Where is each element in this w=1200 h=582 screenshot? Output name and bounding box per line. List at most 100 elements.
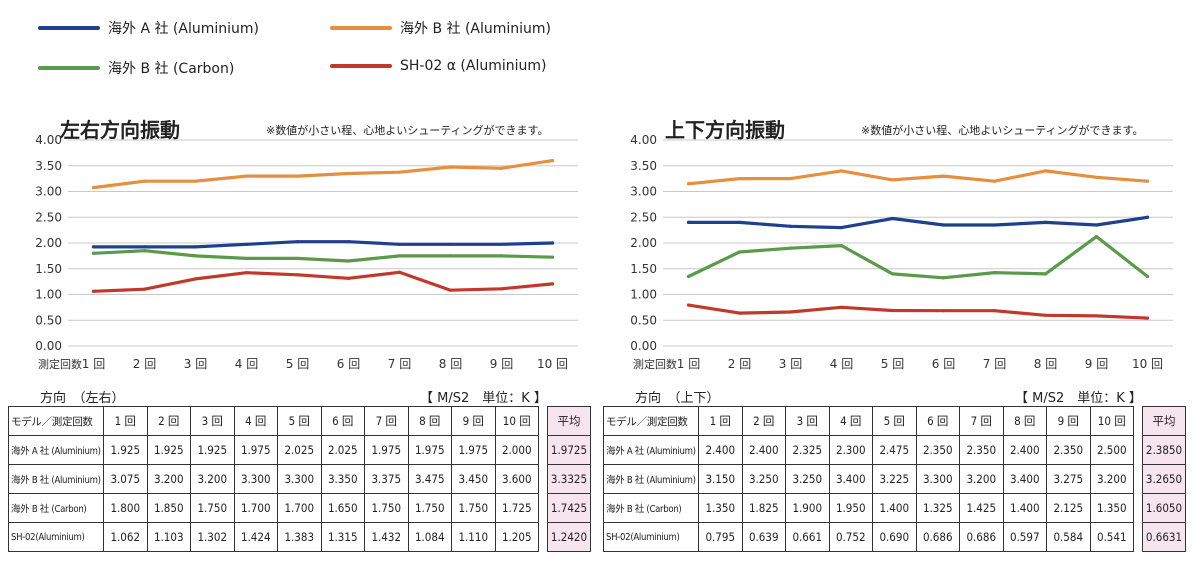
table-column-header: 5 回 bbox=[277, 406, 322, 436]
x-tick-label: 4 回 bbox=[830, 357, 853, 371]
table-cell: 2.400 bbox=[741, 435, 786, 465]
series-line bbox=[686, 235, 1150, 280]
table-column-header: 1 回 bbox=[103, 406, 148, 436]
table-column-header: 7 回 bbox=[364, 406, 409, 436]
data-point bbox=[1094, 234, 1099, 239]
table-column-header: 6 回 bbox=[915, 406, 960, 436]
table-cell: 3.250 bbox=[785, 464, 830, 494]
data-point bbox=[992, 179, 997, 183]
table-cell: 1.425 bbox=[959, 493, 1004, 523]
line-chart-left-right: 0.00 0.50 1.00 1.50 2.00 2.50 3.00 3.50 4.00 測定回数… bbox=[35, 133, 578, 371]
table-cell: 2.000 bbox=[494, 435, 539, 465]
table-cell: 1.750 bbox=[407, 493, 452, 523]
table-cell: 2.125 bbox=[1046, 493, 1091, 523]
x-axis-label: 測定回数 bbox=[633, 357, 677, 371]
table-cell: 1.750 bbox=[190, 493, 235, 523]
data-point bbox=[941, 309, 946, 313]
data-point bbox=[686, 182, 691, 186]
average-cell: 2.3850 bbox=[1142, 435, 1186, 465]
average-cell: 3.3325 bbox=[547, 464, 591, 494]
table-cell: 3.250 bbox=[741, 464, 786, 494]
row-label: 海外 B 社 (Carbon) bbox=[8, 493, 104, 523]
x-tick-label: 3 回 bbox=[184, 357, 207, 371]
x-tick-label: 9 回 bbox=[490, 357, 513, 371]
table-cell: 1.900 bbox=[785, 493, 830, 523]
table-row: 海外 B 社 (Aluminium) 3.150 3.250 3.250 3.400 3.… bbox=[603, 464, 1186, 494]
table-column-header: 10 回 bbox=[1089, 406, 1134, 436]
data-point bbox=[499, 254, 504, 258]
table-cell: 1.975 bbox=[407, 435, 452, 465]
table-row: 海外 B 社 (Carbon) 1.800 1.850 1.750 1.700 1.700… bbox=[8, 493, 591, 523]
data-point bbox=[890, 178, 895, 182]
y-tick-label: 2.00 bbox=[35, 236, 62, 250]
y-tick-label: 4.00 bbox=[630, 133, 657, 147]
data-point bbox=[193, 245, 198, 249]
table-gap bbox=[538, 464, 548, 494]
legend-item-b-carbon: 海外 B 社 (Carbon) bbox=[38, 58, 234, 78]
legend-item-a-aluminium: 海外 A 社 (Aluminium) bbox=[38, 18, 259, 38]
data-point bbox=[397, 242, 402, 246]
data-point bbox=[397, 170, 402, 174]
data-point bbox=[737, 177, 742, 181]
legend-swatch bbox=[330, 64, 392, 68]
y-tick-label: 4.00 bbox=[35, 133, 62, 147]
average-cell: 3.2650 bbox=[1142, 464, 1186, 494]
table-cell: 1.700 bbox=[233, 493, 278, 523]
table-cell: 1.950 bbox=[828, 493, 873, 523]
table-column-header: 5 回 bbox=[872, 406, 917, 436]
y-tick-label: 1.00 bbox=[630, 288, 657, 302]
data-point bbox=[839, 243, 844, 248]
data-point bbox=[839, 169, 844, 173]
table-gap bbox=[1133, 435, 1143, 465]
data-point bbox=[448, 288, 453, 292]
legend-label: SH-02 α (Aluminium) bbox=[400, 58, 547, 74]
average-cell: 1.2420 bbox=[547, 522, 591, 552]
table-cell: 3.475 bbox=[407, 464, 452, 494]
chart-legend: 海外 A 社 (Aluminium) 海外 B 社 (Aluminium) 海外… bbox=[0, 0, 620, 90]
data-point bbox=[448, 165, 453, 169]
chart-panel-left-right: 0.00 0.50 1.00 1.50 2.00 2.50 3.00 3.50 4.00 測定回数… bbox=[8, 104, 598, 582]
data-point bbox=[295, 273, 300, 277]
data-point bbox=[346, 259, 351, 263]
table-cell: 0.752 bbox=[828, 522, 873, 552]
data-point bbox=[992, 223, 997, 227]
table-column-header: 4 回 bbox=[233, 406, 278, 436]
series-line bbox=[91, 240, 555, 249]
y-tick-label: 3.50 bbox=[35, 159, 62, 173]
data-point bbox=[142, 287, 147, 291]
table-cell: 0.639 bbox=[741, 522, 786, 552]
data-point bbox=[91, 245, 96, 249]
table-direction-label: 方向 （上下） bbox=[635, 391, 720, 406]
y-tick-label: 2.50 bbox=[630, 210, 657, 224]
table-cell: 1.700 bbox=[277, 493, 322, 523]
chart-title: 左右方向振動 bbox=[60, 118, 180, 142]
data-point bbox=[890, 216, 895, 221]
row-label: 海外 B 社 (Carbon) bbox=[603, 493, 699, 523]
table-cell: 1.975 bbox=[364, 435, 409, 465]
table-column-header: 3 回 bbox=[190, 406, 235, 436]
x-tick-label: 1 回 bbox=[677, 357, 700, 371]
table-cell: 1.424 bbox=[233, 522, 278, 552]
table-gap bbox=[1133, 493, 1143, 523]
table-column-header: 4 回 bbox=[828, 406, 873, 436]
table-cell: 0.597 bbox=[1002, 522, 1047, 552]
y-tick-label: 1.50 bbox=[630, 262, 657, 276]
data-point bbox=[686, 303, 691, 307]
y-tick-label: 0.00 bbox=[35, 339, 62, 353]
table-cell: 1.084 bbox=[407, 522, 452, 552]
table-cell: 3.300 bbox=[915, 464, 960, 494]
x-tick-label: 8 回 bbox=[439, 357, 462, 371]
row-label: SH-02(Aluminium) bbox=[603, 522, 699, 552]
table-cell: 3.350 bbox=[320, 464, 365, 494]
table-cell: 3.400 bbox=[828, 464, 873, 494]
x-tick-label: 3 回 bbox=[779, 357, 802, 371]
table-cell: 1.925 bbox=[103, 435, 148, 465]
table-gap bbox=[1133, 522, 1143, 552]
table-cell: 2.500 bbox=[1089, 435, 1134, 465]
table-cell: 0.661 bbox=[785, 522, 830, 552]
y-tick-label: 2.50 bbox=[35, 210, 62, 224]
table-row: 海外 B 社 (Carbon) 1.350 1.825 1.900 1.950 1.400… bbox=[603, 493, 1186, 523]
